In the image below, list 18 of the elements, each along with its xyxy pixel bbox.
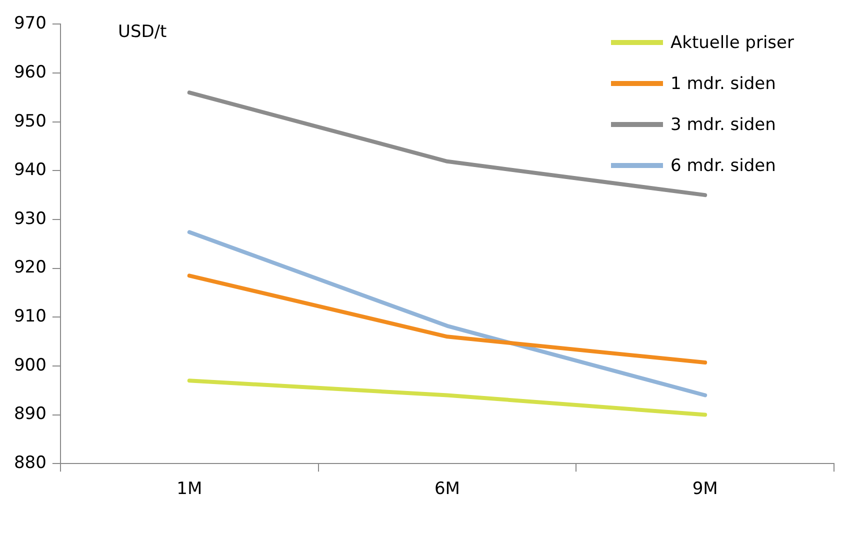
x-tick-label: 9M: [692, 479, 718, 500]
y-tick-label: 880: [14, 453, 46, 474]
y-tick-label: 950: [14, 111, 46, 132]
legend-label: Aktuelle priser: [670, 32, 794, 52]
y-tick-label: 900: [14, 355, 46, 376]
y-tick-label: 890: [14, 404, 46, 424]
y-tick-label: 970: [14, 14, 46, 34]
x-tick-label: 6M: [434, 479, 460, 500]
y-tick-label: 910: [14, 306, 46, 327]
legend-label: 1 mdr. siden: [670, 74, 776, 94]
legend-label: 6 mdr. siden: [670, 156, 776, 176]
x-tick-label: 1M: [176, 479, 202, 500]
y-axis-title: USD/t: [118, 22, 167, 42]
y-tick-label: 920: [14, 258, 46, 278]
y-tick-label: 930: [14, 208, 46, 229]
y-tick-label: 940: [14, 160, 46, 180]
legend-label: 3 mdr. siden: [670, 114, 776, 134]
y-tick-label: 960: [14, 62, 46, 82]
